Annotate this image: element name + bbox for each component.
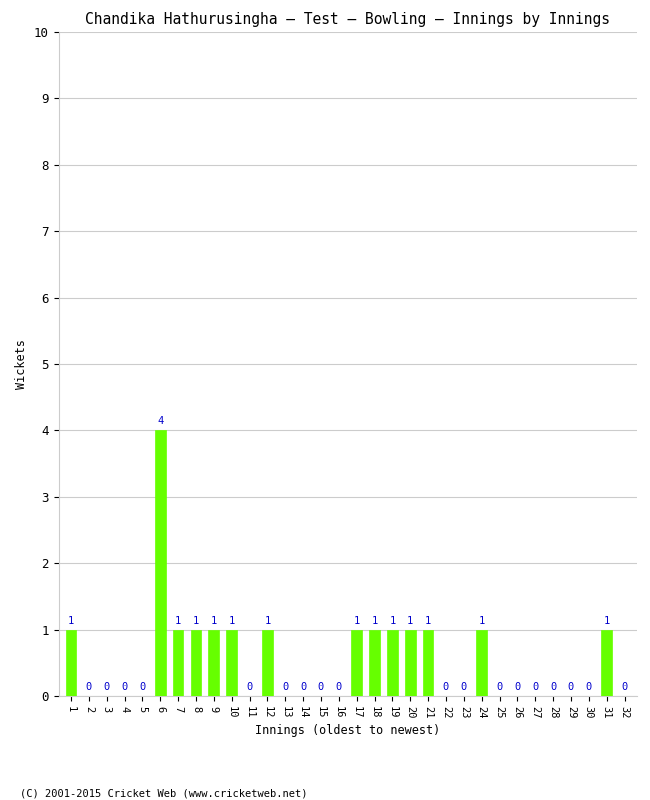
Bar [476, 630, 487, 696]
Text: 0: 0 [461, 682, 467, 692]
Text: 0: 0 [568, 682, 574, 692]
Text: 1: 1 [603, 616, 610, 626]
Bar [66, 630, 76, 696]
Text: 1: 1 [407, 616, 413, 626]
Text: 0: 0 [443, 682, 449, 692]
Bar [422, 630, 434, 696]
Text: 1: 1 [425, 616, 431, 626]
Text: 0: 0 [103, 682, 110, 692]
Text: 0: 0 [300, 682, 306, 692]
Text: 0: 0 [246, 682, 253, 692]
Bar [262, 630, 273, 696]
Bar [387, 630, 398, 696]
Text: 1: 1 [193, 616, 199, 626]
X-axis label: Innings (oldest to newest): Innings (oldest to newest) [255, 724, 441, 737]
Title: Chandika Hathurusingha – Test – Bowling – Innings by Innings: Chandika Hathurusingha – Test – Bowling … [85, 12, 610, 26]
Bar [601, 630, 612, 696]
Text: 1: 1 [478, 616, 485, 626]
Text: 1: 1 [265, 616, 270, 626]
Text: 1: 1 [371, 616, 378, 626]
Bar [226, 630, 237, 696]
Text: 0: 0 [514, 682, 521, 692]
Text: 1: 1 [175, 616, 181, 626]
Text: 0: 0 [335, 682, 342, 692]
Text: 1: 1 [211, 616, 217, 626]
Text: 0: 0 [282, 682, 289, 692]
Bar [369, 630, 380, 696]
Text: 0: 0 [139, 682, 146, 692]
Bar [351, 630, 362, 696]
Text: 1: 1 [68, 616, 74, 626]
Text: 0: 0 [122, 682, 127, 692]
Text: 0: 0 [550, 682, 556, 692]
Bar [173, 630, 183, 696]
Text: 1: 1 [229, 616, 235, 626]
Text: 0: 0 [318, 682, 324, 692]
Bar [190, 630, 202, 696]
Text: 0: 0 [86, 682, 92, 692]
Bar [405, 630, 415, 696]
Y-axis label: Wickets: Wickets [15, 339, 28, 389]
Text: 1: 1 [354, 616, 360, 626]
Text: 0: 0 [532, 682, 538, 692]
Text: 4: 4 [157, 417, 163, 426]
Text: (C) 2001-2015 Cricket Web (www.cricketweb.net): (C) 2001-2015 Cricket Web (www.cricketwe… [20, 788, 307, 798]
Bar [155, 430, 166, 696]
Text: 0: 0 [621, 682, 628, 692]
Text: 0: 0 [586, 682, 592, 692]
Text: 0: 0 [497, 682, 502, 692]
Text: 1: 1 [389, 616, 395, 626]
Bar [209, 630, 219, 696]
